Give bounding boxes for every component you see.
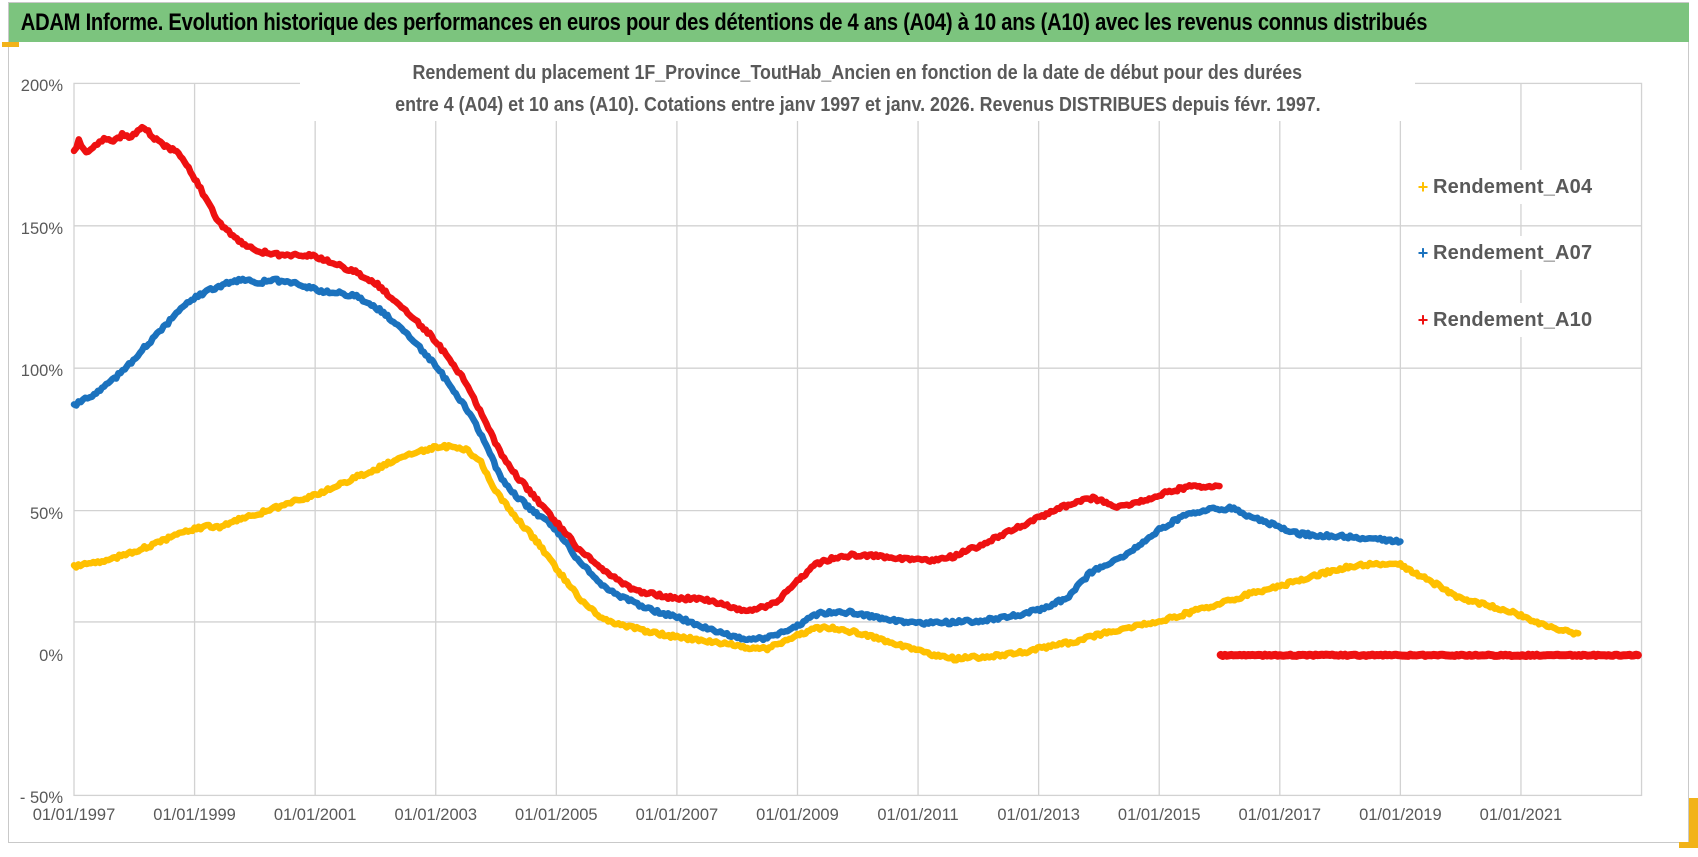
x-axis-tick-2001: 01/01/2001 <box>273 806 357 824</box>
legend-label-a10: Rendement_A10 <box>1433 308 1593 331</box>
header-bar: ADAM Informe. Evolution historique des p… <box>9 3 1689 42</box>
plus-marker-icon: + <box>1417 242 1429 263</box>
y-axis-tick-50: 50% <box>29 504 63 523</box>
y-axis-tick-150: 150% <box>20 219 63 238</box>
y-axis-tick-100: 100% <box>20 362 63 381</box>
header-title: ADAM Informe. Evolution historique des p… <box>20 8 1428 36</box>
gold-accent-top-left <box>2 42 19 47</box>
x-axis-tick-2011: 01/01/2011 <box>877 806 959 824</box>
series-Rendement_A10 <box>70 123 1223 615</box>
x-axis-tick-1999: 01/01/1999 <box>153 806 236 824</box>
plus-marker-icon: + <box>1417 309 1429 330</box>
x-axis-tick-1997: 01/01/1997 <box>32 806 116 824</box>
x-axis-tick-2005: 01/01/2005 <box>515 806 598 824</box>
window-border <box>8 2 1689 843</box>
x-axis-tick-2013: 01/01/2013 <box>997 806 1080 824</box>
legend-item-rendement-a10[interactable]: + Rendement_A10 <box>1413 303 1631 337</box>
x-axis-tick-2015: 01/01/2015 <box>1117 806 1201 824</box>
gold-accent-bottom-right-vertical <box>1689 798 1698 848</box>
x-axis-tick-2003: 01/01/2003 <box>394 806 478 824</box>
x-axis-tick-2021: 01/01/2021 <box>1479 806 1563 824</box>
series-Rendement_A10-zero-line <box>1216 650 1642 660</box>
x-axis-tick-2009: 01/01/2009 <box>756 806 839 824</box>
series-Rendement_A04 <box>70 441 1582 664</box>
y-axis-tick-0: 0% <box>39 647 63 665</box>
x-axis-tick-2017: 01/01/2017 <box>1238 806 1322 824</box>
plot-border <box>73 82 1643 797</box>
chart-title: Rendement du placement 1F_Province_ToutH… <box>300 57 1415 121</box>
legend-label-a04: Rendement_A04 <box>1433 175 1593 198</box>
x-axis-tick-2007: 01/01/2007 <box>635 806 719 824</box>
legend-item-rendement-a07[interactable]: + Rendement_A07 <box>1413 236 1631 270</box>
gold-accent-bottom-right-horizontal <box>1679 842 1698 848</box>
legend-label-a07: Rendement_A07 <box>1433 241 1593 264</box>
y-axis-tick-200: 200% <box>20 77 63 96</box>
x-axis-tick-2019: 01/01/2019 <box>1359 806 1442 824</box>
series-Rendement_A07 <box>70 275 1404 644</box>
chart-title-line1: Rendement du placement 1F_Province_ToutH… <box>412 61 1303 84</box>
plus-marker-icon: + <box>1417 176 1429 197</box>
y-axis-tick--50: - 50% <box>19 789 63 808</box>
chart-title-line2: entre 4 (A04) et 10 ans (A10). Cotations… <box>394 93 1321 116</box>
legend-item-rendement-a04[interactable]: + Rendement_A04 <box>1413 170 1631 204</box>
